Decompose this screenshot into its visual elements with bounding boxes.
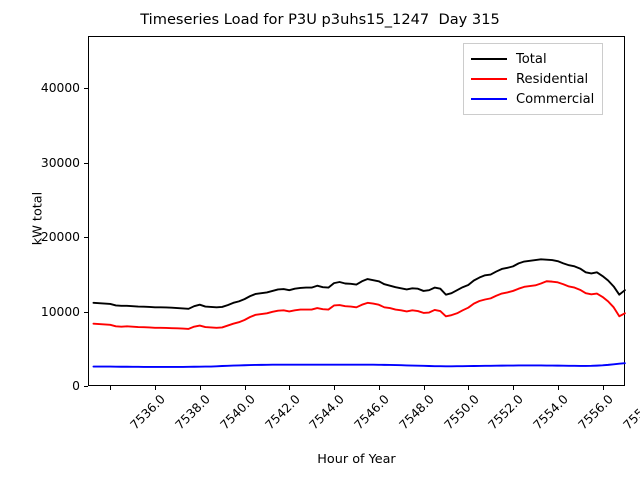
y-tick-label: 20000 (40, 230, 80, 245)
x-tick-label: 7536.0 (127, 392, 169, 433)
y-tick-label: 40000 (40, 81, 80, 96)
legend-item-commercial: Commercial (471, 89, 594, 109)
y-tick-mark (84, 88, 88, 90)
x-tick-label: 7546.0 (351, 392, 393, 433)
x-tick-mark (244, 386, 246, 390)
x-tick-mark (155, 386, 157, 390)
y-tick-mark (84, 237, 88, 239)
x-tick-mark (378, 386, 380, 390)
x-tick-label: 7548.0 (396, 392, 437, 433)
legend-color-swatch (471, 78, 507, 80)
x-tick-label: 7550.0 (441, 392, 482, 433)
x-tick-mark (557, 386, 559, 390)
x-tick-label: 7558.0 (620, 392, 640, 433)
x-tick-mark (602, 386, 604, 390)
x-tick-mark (199, 386, 201, 390)
x-tick-mark (423, 386, 425, 390)
y-axis-tick-labels: 0 10000 20000 30000 40000 (0, 36, 80, 393)
legend-label: Total (516, 51, 547, 67)
x-tick-label: 7538.0 (172, 392, 214, 433)
x-axis-label: Hour of Year (317, 452, 396, 467)
x-tick-mark (513, 386, 515, 390)
x-tick-label: 7556.0 (575, 392, 616, 433)
y-tick-label: 10000 (40, 304, 80, 319)
series-line-residential (92, 280, 626, 330)
legend-item-residential: Residential (471, 69, 594, 89)
x-axis-tick-marks (88, 386, 625, 392)
y-tick-mark (84, 311, 88, 313)
x-tick-mark (289, 386, 291, 390)
chart-legend: Total Residential Commercial (463, 43, 604, 115)
series-line-total (92, 258, 626, 310)
x-tick-mark (334, 386, 336, 390)
plot-lines (92, 258, 626, 368)
x-tick-label: 7552.0 (485, 392, 527, 433)
legend-item-total: Total (471, 49, 594, 69)
y-tick-label: 30000 (40, 155, 80, 170)
legend-color-swatch (471, 98, 507, 100)
x-axis-tick-labels: 7536.0 7538.0 7540.0 7542.0 7544.0 7546.0 7548… (88, 392, 640, 452)
y-tick-mark (84, 162, 88, 164)
x-tick-label: 7544.0 (306, 392, 348, 433)
series-line-commercial (92, 362, 626, 368)
y-axis-tick-marks (0, 36, 90, 388)
x-tick-label: 7542.0 (262, 392, 303, 433)
x-tick-mark (468, 386, 470, 390)
x-tick-label: 7554.0 (530, 392, 572, 433)
chart-title: Timeseries Load for P3U p3uhs15_1247 Day… (140, 11, 500, 28)
x-tick-label: 7540.0 (217, 392, 258, 433)
x-tick-mark (110, 386, 112, 390)
y-tick-mark (84, 386, 88, 387)
legend-color-swatch (471, 58, 507, 60)
y-tick-label: 0 (72, 379, 80, 393)
legend-label: Residential (516, 71, 589, 87)
legend-label: Commercial (516, 91, 595, 107)
